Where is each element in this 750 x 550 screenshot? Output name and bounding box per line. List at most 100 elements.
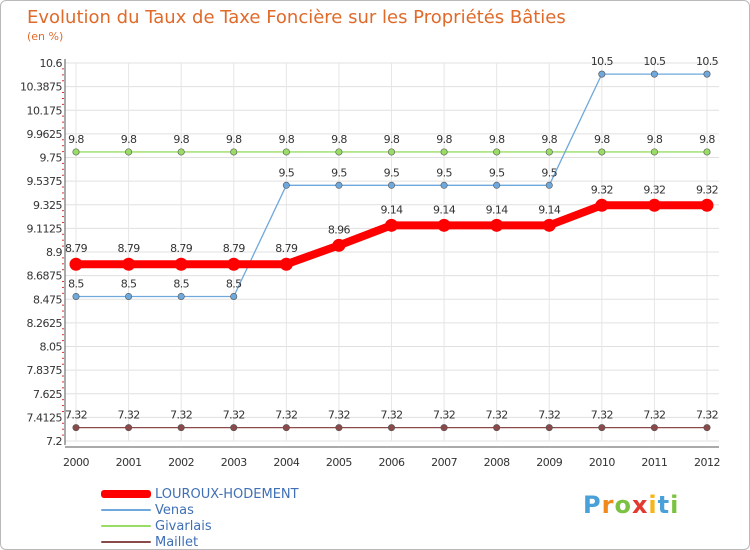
data-point [493,148,501,156]
y-axis-unit: (en %) [27,30,64,43]
y-tick-label: 9.325 [33,199,62,212]
data-point [177,148,185,156]
y-tick-label: 9.9625 [27,128,63,141]
data-point [72,292,80,300]
data-point [703,424,711,432]
logo-letter: i [648,491,658,519]
data-label: 7.32 [696,409,718,422]
data-label: 7.32 [643,409,665,422]
data-point [230,292,238,300]
data-point [335,424,343,432]
data-label: 9.32 [591,183,613,196]
legend: LOUROUX-HODEMENT Venas Givarlais Maillet [101,486,299,550]
data-point [545,148,553,156]
data-label: 7.32 [223,409,245,422]
legend-swatch [101,509,151,511]
data-label: 8.79 [223,242,246,255]
legend-item: Givarlais [101,518,299,534]
x-tick-label: 2004 [273,456,299,469]
y-tick-label: 10.175 [27,104,63,117]
data-label: 9.8 [384,133,400,146]
data-point [387,181,395,189]
legend-item: Maillet [101,534,299,550]
legend-item: Venas [101,502,299,518]
data-label: 9.5 [384,166,400,179]
data-point [174,257,188,271]
data-label: 9.14 [380,203,403,216]
logo-letter: t [657,491,671,519]
data-point [650,424,658,432]
series-venas: 8.5 8.5 8.5 8.5 9.5 9.5 9.5 9.5 9.5 9.5 10.5 10.5 10… [68,55,719,300]
y-tick-label: 9.5375 [27,175,63,188]
y-tick-label: 9.1125 [27,222,63,235]
logo-letter: P [583,491,602,519]
data-point [650,70,658,78]
data-point [335,148,343,156]
data-point [125,424,133,432]
y-tick-label: 8.6875 [27,270,63,283]
data-point [335,181,343,189]
x-tick-label: 2003 [221,456,247,469]
y-tick-label: 7.625 [33,388,62,401]
data-label: 9.8 [699,133,715,146]
series-layer: 7.32 7.32 7.32 7.32 7.32 7.32 7.32 7.32 7.32 7.32… [65,55,719,432]
logo-letter: x [631,491,649,519]
chart-title: Evolution du Taux de Taxe Foncière sur l… [27,7,566,28]
data-label: 7.32 [275,409,297,422]
legend-item: LOUROUX-HODEMENT [101,486,299,502]
data-point [440,424,448,432]
data-label: 7.32 [170,409,192,422]
y-tick-label: 8.475 [33,293,62,306]
legend-swatch [101,490,151,498]
data-label: 9.32 [643,183,665,196]
data-point [282,148,290,156]
data-point [440,148,448,156]
data-point [542,218,556,232]
data-label: 9.8 [647,133,663,146]
data-point [440,181,448,189]
data-label: 8.5 [226,277,242,290]
data-point [700,198,714,212]
data-label: 9.14 [486,203,509,216]
data-label: 7.32 [486,409,508,422]
data-label: 7.32 [328,409,350,422]
data-point [595,198,609,212]
data-label: 10.5 [591,55,614,68]
data-point [385,218,398,232]
data-label: 8.79 [170,242,193,255]
data-point [177,424,185,432]
series-maillet: 7.32 7.32 7.32 7.32 7.32 7.32 7.32 7.32 7.32 7.32… [65,409,719,432]
data-label: 9.8 [226,133,242,146]
data-label: 7.32 [538,409,560,422]
data-point [72,424,80,432]
data-label: 9.8 [436,133,452,146]
data-label: 9.8 [278,133,294,146]
y-tick-label: 8.9 [46,246,62,259]
y-tick-label: 7.2 [46,435,62,448]
axes: 10.6 10.3875 10.175 9.9625 9.75 9.5375 9.325 9.… [20,57,721,469]
data-point [650,148,658,156]
data-label: 9.8 [331,133,347,146]
data-label: 7.32 [591,409,613,422]
data-label: 10.5 [696,55,719,68]
data-point [490,218,504,232]
data-point [647,198,661,212]
y-tick-label: 8.2625 [27,317,63,330]
data-label: 8.96 [328,223,351,236]
y-tick-label: 7.4125 [27,411,63,424]
x-tick-label: 2000 [63,456,89,469]
data-point [387,424,395,432]
data-label: 7.32 [118,409,140,422]
data-point [437,218,451,232]
data-label: 8.79 [65,242,88,255]
legend-label: Maillet [155,534,199,550]
data-point [122,257,136,271]
data-point [177,292,185,300]
data-point [230,424,238,432]
data-point [703,70,711,78]
data-label: 9.8 [121,133,137,146]
y-tick-label: 10.3875 [20,81,62,94]
data-label: 9.5 [489,166,505,179]
